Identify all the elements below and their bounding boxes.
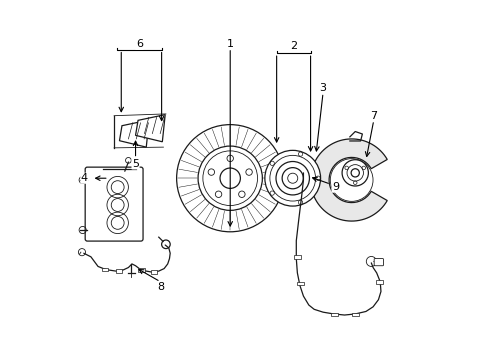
Bar	[293, 255, 300, 258]
Bar	[375, 280, 382, 284]
Bar	[351, 312, 358, 316]
Bar	[102, 267, 108, 271]
Bar	[138, 268, 144, 272]
Polygon shape	[135, 114, 165, 142]
Text: 8: 8	[157, 282, 164, 292]
Text: 2: 2	[289, 41, 296, 51]
Text: 6: 6	[136, 39, 142, 49]
Text: 5: 5	[132, 159, 139, 169]
Text: 3: 3	[319, 83, 326, 93]
FancyBboxPatch shape	[373, 258, 383, 266]
Text: 9: 9	[331, 182, 339, 192]
Text: 1: 1	[226, 39, 233, 49]
Text: 4: 4	[81, 173, 88, 183]
Text: 7: 7	[369, 111, 377, 121]
Bar	[296, 282, 303, 285]
Bar	[330, 313, 337, 316]
Bar	[115, 269, 122, 273]
Circle shape	[176, 125, 283, 232]
Polygon shape	[310, 139, 386, 221]
Circle shape	[264, 150, 320, 206]
Circle shape	[342, 160, 367, 186]
Polygon shape	[119, 120, 149, 147]
FancyBboxPatch shape	[85, 167, 143, 241]
Bar	[151, 270, 157, 274]
